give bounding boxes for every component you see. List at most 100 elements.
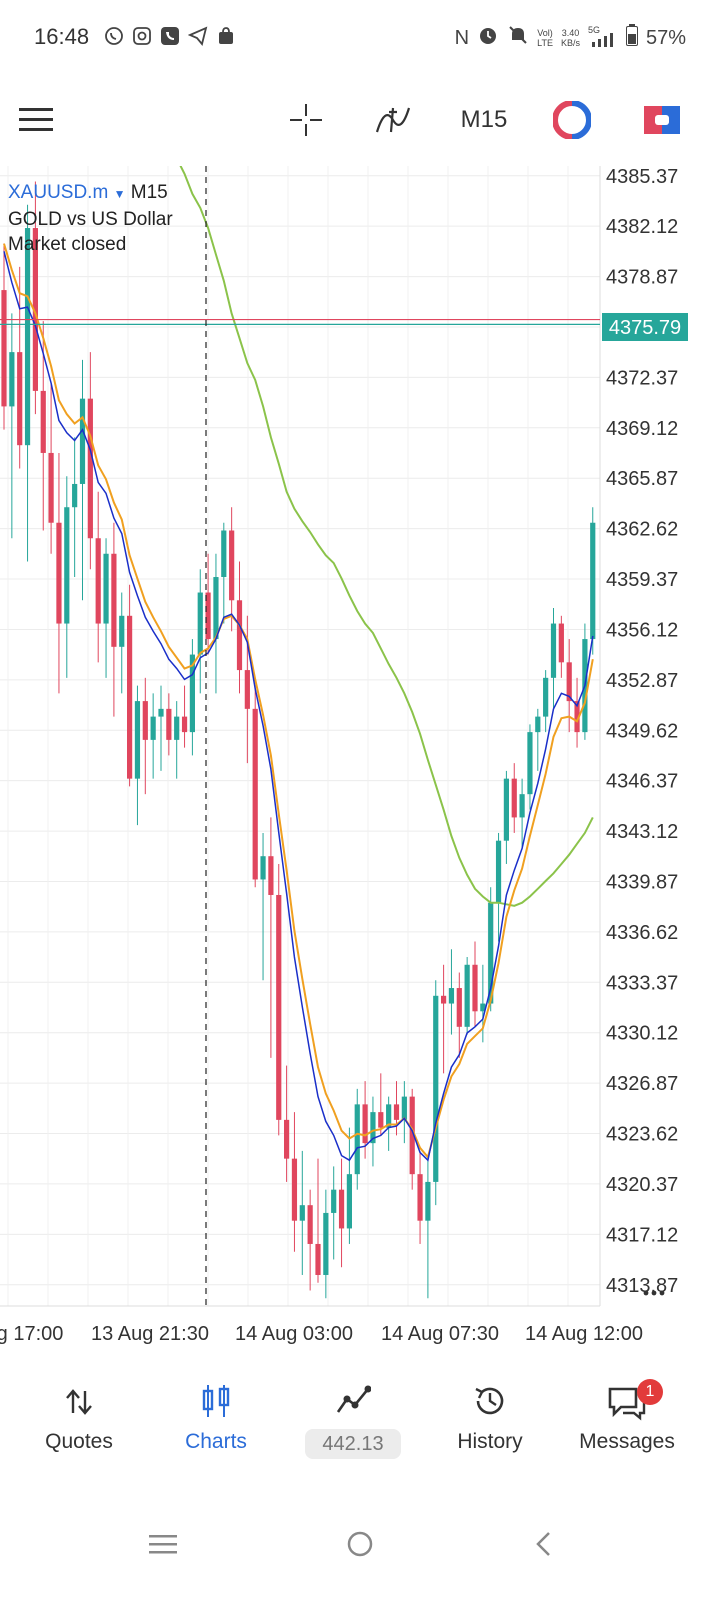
candle-body [464,964,470,1027]
candle-body [119,615,125,647]
candle-body [331,1189,337,1213]
candles-icon [202,1385,230,1417]
candle-body [401,1096,407,1120]
candle-body [574,701,580,733]
candle-body [236,600,243,671]
price-tick-label: 4323.62 [606,1124,678,1146]
candle-body [1,290,7,407]
candle-body [158,708,164,717]
crosshair-button[interactable] [284,98,328,142]
symbol-description: GOLD vs US Dollar [8,209,173,230]
candle-body [543,677,549,717]
more-options-icon [659,1290,665,1296]
nav-messages[interactable]: 1 Messages [557,1375,697,1485]
chart-info-overlay: XAUUSD.m ▼ M15 GOLD vs US Dollar Market … [8,180,173,257]
network-speed: 3.40 KB/s [560,28,580,48]
price-tick-label: 4378.87 [606,267,678,289]
balance-pill: 442.13 [305,1429,401,1459]
candle-body [346,1174,352,1229]
candle-body [174,716,180,740]
candle-body [590,522,596,640]
candle-body [480,1003,486,1012]
indicator-f-icon [375,107,411,133]
candle-body [370,1112,376,1144]
candle-body [40,390,46,453]
alarm-icon [477,24,499,52]
time-tick-label: 14 Aug 03:00 [235,1323,353,1345]
candle-body [229,530,235,601]
price-tick-label: 4385.37 [606,166,678,188]
indicators-button[interactable] [372,98,416,142]
system-status-icons: N Vol) LTE 3.40 KB/s 5G 57% [455,24,686,52]
candle-body [189,654,195,733]
price-tick-label: 4372.37 [606,367,678,389]
candle-body [56,522,62,624]
candle-body [511,778,517,818]
back-button[interactable] [518,1522,568,1566]
candle-body [527,732,533,795]
price-chart-svg[interactable]: 4385.37 4382.12 4378.87 4375.79 4372.37 4369.… [0,157,720,1346]
menu-button[interactable] [14,98,58,142]
candle-body [32,228,38,391]
candle-body [456,988,462,1027]
candle-body [127,615,133,779]
candle-body [550,623,557,678]
volte-indicator: Vol) LTE [537,28,553,48]
moving-average-slow [175,157,594,907]
candle-body [417,1174,423,1221]
nfc-icon: N [454,26,470,49]
time-tick-label: 13 Aug 21:30 [91,1323,209,1345]
candle-body [299,1205,305,1221]
candle-body [260,856,266,880]
new-order-button[interactable] [640,98,684,142]
market-status: Market closed [8,234,127,255]
candle-body [519,794,525,818]
candle-body [221,530,227,578]
price-tick-label: 4317.12 [606,1224,678,1246]
symbol-selector[interactable]: XAUUSD.m [8,182,109,203]
quotes-arrows-icon [66,1389,92,1415]
price-chart[interactable]: 4385.37 4382.12 4378.87 4375.79 4372.37 4369.… [0,157,720,1346]
candle-body [338,1189,345,1229]
price-tick-label: 4369.12 [606,418,678,440]
candle-body [441,995,447,1004]
messages-badge: 1 [637,1379,663,1405]
candle-body [150,716,156,740]
price-tick-label: 4349.62 [606,720,678,742]
candle-body [17,352,23,446]
nav-label-messages: Messages [579,1430,675,1453]
nav-charts[interactable]: Charts [146,1375,286,1485]
candle-body [181,716,188,733]
candle-body [409,1096,415,1175]
crosshair-icon [290,104,322,136]
candle-body [205,592,211,640]
home-button[interactable] [335,1522,385,1566]
candle-body [448,988,455,1004]
nav-history[interactable]: History [420,1375,560,1485]
candle-body [72,483,78,508]
chart-timeframe-label: M15 [130,182,168,203]
time-tick-label: g 17:00 [0,1323,63,1345]
nav-quotes[interactable]: Quotes [9,1375,149,1485]
candle-body [307,1205,313,1244]
recent-apps-button[interactable] [138,1522,188,1566]
one-click-trading-button[interactable] [550,98,594,142]
nav-label-charts: Charts [185,1430,247,1453]
nav-trade[interactable]: 442.13 [283,1375,423,1485]
symbol-dropdown-icon[interactable]: ▼ [113,187,126,201]
bottom-navigation: Quotes Charts 442.13 History 1 Messages [0,1375,720,1485]
price-tick-label: 4356.12 [606,619,678,641]
more-options-icon [651,1290,657,1296]
time-tick-label: 14 Aug 12:00 [525,1323,643,1345]
candle-body [142,701,148,740]
candle-body [95,538,101,624]
candle-body [276,894,282,1120]
candle-body [134,701,141,779]
notification-icons [104,26,236,46]
current-price-label: 4375.79 [609,317,681,339]
candle-body [378,1112,384,1128]
candle-body [166,708,172,740]
timeframe-button[interactable]: M15 [460,106,508,133]
price-tick-label: 4343.12 [606,821,678,843]
candle-body [252,708,258,880]
